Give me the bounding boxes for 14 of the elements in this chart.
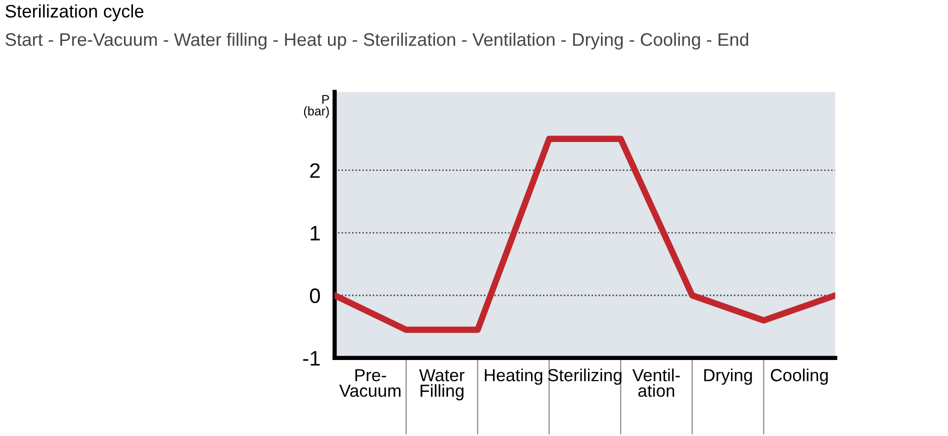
text: Ventil- ation — [632, 368, 680, 397]
text: Sterilization cycle — [6, 4, 144, 22]
text: Cooling — [770, 368, 828, 385]
y-tick-label: 1 — [310, 226, 320, 240]
y-tick-label: 2 — [310, 163, 320, 178]
y-tick-label: -1 — [303, 351, 320, 366]
text: Water Filling — [419, 369, 464, 400]
y-tick-label: 0 — [310, 288, 320, 304]
y-axis-title: P (bar) — [304, 95, 329, 118]
text: Drying — [704, 368, 752, 385]
chart-subtitle: Start - Pre-Vacuum - Water filling - Heat up - Sterilization - Ventilation - Drying - Cooling - End — [6, 32, 748, 50]
text: Sterilizing — [548, 368, 622, 385]
text: Pre- Vacuum — [339, 369, 400, 397]
text: Heating — [484, 368, 542, 385]
